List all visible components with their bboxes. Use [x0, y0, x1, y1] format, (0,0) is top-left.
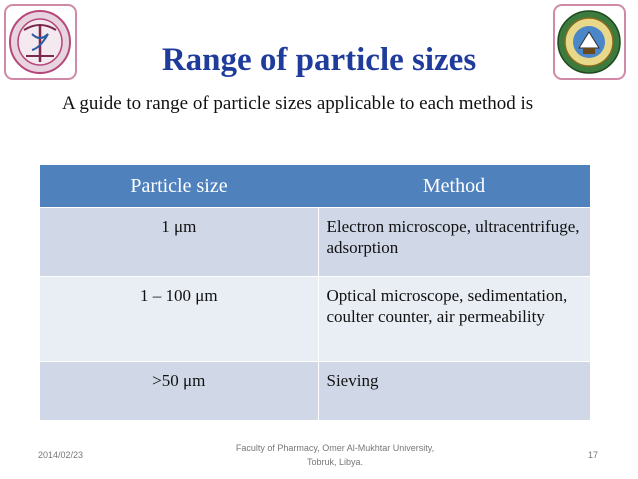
- table-row: 1 – 100 μm Optical microscope, sedimenta…: [40, 276, 590, 362]
- pharmacy-logo-icon: [4, 4, 77, 80]
- method-cell: Electron microscope, ultracentrifuge, ad…: [318, 207, 590, 277]
- table-header-row: Particle size Method: [40, 165, 590, 208]
- slide-title: Range of particle sizes: [161, 42, 477, 78]
- method-cell: Sieving: [318, 361, 590, 420]
- header-particle-size: Particle size: [40, 165, 318, 208]
- size-cell: >50 μm: [40, 361, 319, 420]
- footer-line-2: Tobruk, Libya.: [306, 457, 364, 467]
- table-row: >50 μm Sieving: [40, 361, 590, 420]
- table-row: 1 μm Electron microscope, ultracentrifug…: [40, 207, 590, 277]
- university-seal-icon: [553, 4, 626, 80]
- method-cell: Optical microscope, sedimentation, coult…: [318, 276, 590, 362]
- footer-date: 2014/02/23: [38, 450, 84, 460]
- size-cell: 1 – 100 μm: [40, 276, 319, 362]
- size-cell: 1 μm: [40, 207, 319, 277]
- intro-text: A guide to range of particle sizes appli…: [62, 93, 534, 114]
- page-number: 17: [588, 450, 599, 460]
- header-method: Method: [318, 165, 590, 208]
- footer-institution: Faculty of Pharmacy, Omer Al-Mukhtar Uni…: [210, 441, 460, 469]
- particle-size-table: Particle size Method 1 μm Electron micro…: [40, 165, 590, 420]
- footer-line-1: Faculty of Pharmacy, Omer Al-Mukhtar Uni…: [235, 443, 435, 453]
